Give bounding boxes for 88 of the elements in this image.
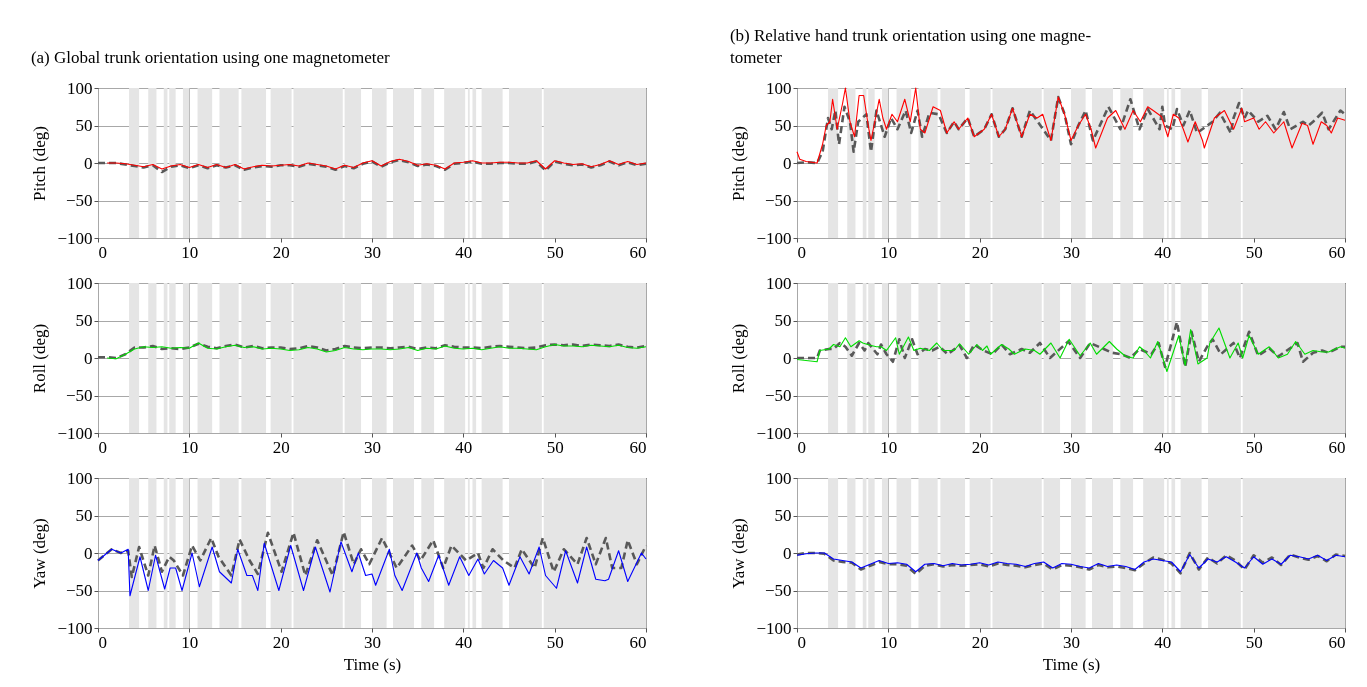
x-tick-label: 50 <box>546 242 564 262</box>
y-tick-label: 0 <box>783 543 792 563</box>
y-axis-title: Pitch (deg) <box>30 125 50 202</box>
y-tick-label: 50 <box>774 311 792 330</box>
y-tick-label: 0 <box>84 543 93 563</box>
line-series <box>795 320 1347 369</box>
y-tick-label: 50 <box>75 506 93 525</box>
x-tick-label: 30 <box>1063 437 1080 457</box>
y-tick-label: 0 <box>84 153 93 173</box>
x-tick-label: 60 <box>629 437 647 457</box>
x-tick-label: 60 <box>629 242 647 262</box>
chart-title: (b) Relative hand trunk orientation using one magne- tometer <box>729 26 1092 67</box>
y-tick-label: 0 <box>84 348 93 368</box>
x-tick-label: 0 <box>98 242 107 262</box>
x-tick-label: 30 <box>1063 632 1080 652</box>
x-tick-label: 0 <box>797 242 806 262</box>
line-series <box>796 327 1346 373</box>
x-tick-label: 0 <box>98 632 107 652</box>
x-tick-label: 40 <box>1154 242 1172 262</box>
x-tick-label: 40 <box>455 437 473 457</box>
y-tick-label: −100 <box>57 423 93 443</box>
y-tick-label: −50 <box>65 386 93 405</box>
y-tick-label: −50 <box>764 191 792 210</box>
x-tick-label: 0 <box>797 437 806 457</box>
x-tick-label: 50 <box>546 632 564 652</box>
x-tick-label: 30 <box>364 437 381 457</box>
x-tick-label: 10 <box>880 437 898 457</box>
x-tick-label: 0 <box>797 632 806 652</box>
x-tick-label: 60 <box>629 632 647 652</box>
y-tick-label: 50 <box>774 116 792 135</box>
x-tick-label: 20 <box>272 437 290 457</box>
y-tick-label: 0 <box>783 153 792 173</box>
x-tick-label: 30 <box>1063 242 1080 262</box>
x-tick-label: 20 <box>971 437 989 457</box>
y-tick-label: 100 <box>766 468 792 488</box>
x-tick-label: 50 <box>1245 632 1263 652</box>
y-tick-label: −100 <box>756 618 792 638</box>
line-series <box>96 158 648 174</box>
line-series <box>96 530 648 579</box>
y-tick-label: 50 <box>774 506 792 525</box>
y-axis-title: Pitch (deg) <box>729 125 749 202</box>
x-tick-label: 10 <box>181 437 199 457</box>
x-tick-label: 30 <box>364 632 381 652</box>
y-tick-label: −50 <box>65 191 93 210</box>
x-tick-label: 20 <box>272 632 290 652</box>
x-tick-label: 10 <box>181 632 199 652</box>
x-tick-label: 10 <box>181 242 199 262</box>
y-tick-label: −100 <box>57 618 93 638</box>
y-tick-label: 50 <box>75 116 93 135</box>
x-tick-label: 0 <box>98 437 107 457</box>
y-tick-label: 100 <box>67 78 93 98</box>
y-tick-label: −50 <box>65 581 93 600</box>
x-tick-label: 60 <box>1328 242 1346 262</box>
y-tick-label: −50 <box>764 386 792 405</box>
x-tick-label: 50 <box>1245 437 1263 457</box>
x-tick-label: 20 <box>272 242 290 262</box>
x-tick-label: 50 <box>1245 242 1263 262</box>
x-tick-label: 50 <box>546 437 564 457</box>
x-tick-label: 40 <box>455 242 473 262</box>
x-tick-label: 60 <box>1328 632 1346 652</box>
y-axis-title: Roll (deg) <box>30 323 50 394</box>
y-tick-label: −100 <box>57 228 93 248</box>
x-axis-title: Time (s) <box>343 654 402 674</box>
line-series <box>97 541 647 597</box>
x-tick-label: 30 <box>364 242 381 262</box>
x-tick-label: 20 <box>971 242 989 262</box>
x-tick-label: 10 <box>880 632 898 652</box>
y-tick-label: 0 <box>783 348 792 368</box>
y-tick-label: 100 <box>67 468 93 488</box>
x-tick-label: 60 <box>1328 437 1346 457</box>
y-tick-label: −100 <box>756 423 792 443</box>
y-axis-title: Yaw (deg) <box>30 518 50 589</box>
x-tick-label: 40 <box>1154 632 1172 652</box>
y-axis-title: Roll (deg) <box>729 323 749 394</box>
x-tick-label: 20 <box>971 632 989 652</box>
y-tick-label: 100 <box>766 273 792 293</box>
y-tick-label: 100 <box>766 78 792 98</box>
y-axis-title: Yaw (deg) <box>729 518 749 589</box>
chart-title: (a) Global trunk orientation using one magnetometer <box>30 48 391 67</box>
x-axis-title: Time (s) <box>1042 654 1101 674</box>
x-tick-label: 10 <box>880 242 898 262</box>
y-tick-label: −100 <box>756 228 792 248</box>
y-tick-label: 50 <box>75 311 93 330</box>
x-tick-label: 40 <box>455 632 473 652</box>
y-tick-label: −50 <box>764 581 792 600</box>
x-tick-label: 40 <box>1154 437 1172 457</box>
line-series <box>106 158 647 170</box>
y-tick-label: 100 <box>67 273 93 293</box>
